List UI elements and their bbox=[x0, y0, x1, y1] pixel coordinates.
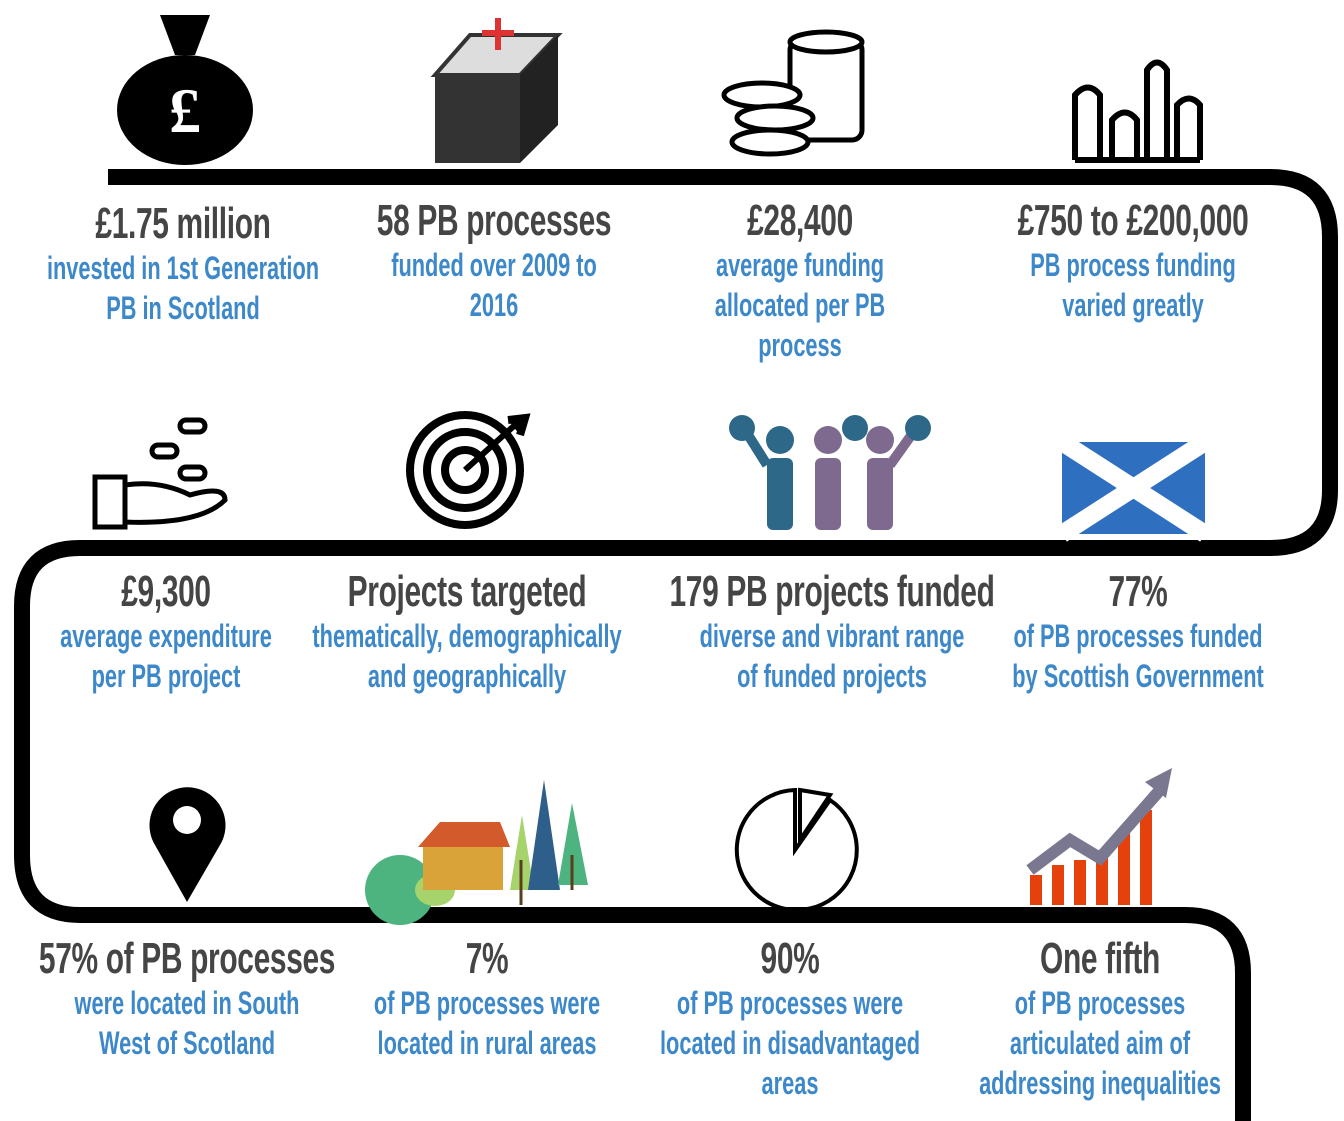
stat-description: and geographically bbox=[367, 658, 567, 694]
stat-block: £28,400 average funding allocated per PB pr… bbox=[715, 197, 886, 365]
svg-text:£: £ bbox=[169, 75, 201, 146]
stat-block: 77% of PB processes funded by Scottish Gov… bbox=[1012, 568, 1263, 696]
stat-headline: 58 PB processes bbox=[376, 196, 612, 245]
money-bag-icon: £ bbox=[117, 15, 253, 165]
stat-block: £9,300 average expenditure per PB project bbox=[60, 568, 272, 696]
stat-description: of PB processes were bbox=[373, 985, 601, 1021]
stat-description: by Scottish Government bbox=[1012, 658, 1264, 694]
stat-description: of PB processes were bbox=[676, 985, 904, 1021]
stat-headline: £1.75 million bbox=[95, 199, 271, 248]
stat-block: 57% of PB processes were located in South… bbox=[38, 934, 336, 1063]
path-line bbox=[14, 169, 1338, 1121]
stat-headline: 57% of PB processes bbox=[38, 934, 336, 983]
stat-headline: 90% bbox=[760, 934, 820, 983]
stat-headline: Projects targeted bbox=[347, 567, 587, 616]
stat-headline: £750 to £200,000 bbox=[1017, 196, 1249, 245]
stat-headline: 179 PB projects funded bbox=[669, 567, 995, 616]
stat-description: located in rural areas bbox=[377, 1025, 597, 1061]
stat-description: areas bbox=[761, 1065, 819, 1101]
stat-block: £1.75 million invested in 1st Generation P… bbox=[47, 200, 319, 328]
stat-headline: £28,400 bbox=[747, 196, 853, 245]
stat-description: were located in South bbox=[74, 985, 300, 1021]
stat-description: PB in Scotland bbox=[106, 290, 260, 326]
stat-description: of PB processes bbox=[1014, 985, 1186, 1021]
stat-headline: £9,300 bbox=[121, 567, 211, 616]
stat-description: per PB project bbox=[91, 658, 241, 694]
stat-description: PB process funding bbox=[1030, 247, 1236, 283]
stat-description: of funded projects bbox=[737, 658, 927, 694]
stat-description: located in disadvantaged bbox=[660, 1025, 920, 1061]
stat-description: of PB processes funded bbox=[1013, 618, 1263, 654]
stat-description: allocated per PB bbox=[714, 287, 886, 323]
stat-description: articulated aim of bbox=[1009, 1025, 1191, 1061]
growth-chart-icon bbox=[1026, 768, 1172, 905]
stat-headline: 77% bbox=[1108, 567, 1168, 616]
hand-coins-icon bbox=[92, 417, 228, 530]
stat-block: £750 to £200,000 PB process funding varied… bbox=[1018, 197, 1249, 325]
ballot-box-icon bbox=[430, 18, 563, 163]
stat-block: 7% of PB processes were located in rural a… bbox=[374, 935, 600, 1063]
pie-icon bbox=[734, 787, 859, 912]
bars-icon bbox=[1072, 59, 1203, 163]
stat-block: 58 PB processes funded over 2009 to 2016 bbox=[376, 196, 612, 325]
stat-block: One fifth of PB processes articulated aim … bbox=[979, 935, 1221, 1103]
stat-block: 179 PB projects funded diverse and vibran… bbox=[669, 568, 994, 696]
stat-description: invested in 1st Generation bbox=[46, 250, 320, 286]
location-pin-icon bbox=[149, 787, 226, 902]
stat-description: addressing inequalities bbox=[979, 1065, 1221, 1101]
stat-description: funded over 2009 to bbox=[391, 247, 597, 283]
target-icon bbox=[406, 411, 531, 529]
stat-headline: One fifth bbox=[1040, 934, 1160, 983]
stat-description: 2016 bbox=[469, 287, 519, 323]
stat-description: varied greatly bbox=[1062, 287, 1204, 323]
stat-block: 90% of PB processes were located in disadv… bbox=[660, 935, 920, 1103]
coins-icon bbox=[721, 29, 865, 157]
people-icon bbox=[729, 415, 931, 530]
stat-description: diverse and vibrant range bbox=[699, 618, 965, 654]
stat-headline: 7% bbox=[465, 934, 509, 983]
stat-description: average funding bbox=[715, 247, 885, 283]
scotland-flag-icon bbox=[1057, 434, 1210, 542]
stat-description: average expenditure bbox=[60, 618, 272, 654]
stat-description: process bbox=[758, 327, 842, 363]
stat-description: thematically, demographically bbox=[312, 618, 622, 654]
stat-description: West of Scotland bbox=[98, 1025, 276, 1061]
stat-block: Projects targeted thematically, demograph… bbox=[312, 568, 621, 696]
rural-scene-icon bbox=[365, 780, 588, 925]
